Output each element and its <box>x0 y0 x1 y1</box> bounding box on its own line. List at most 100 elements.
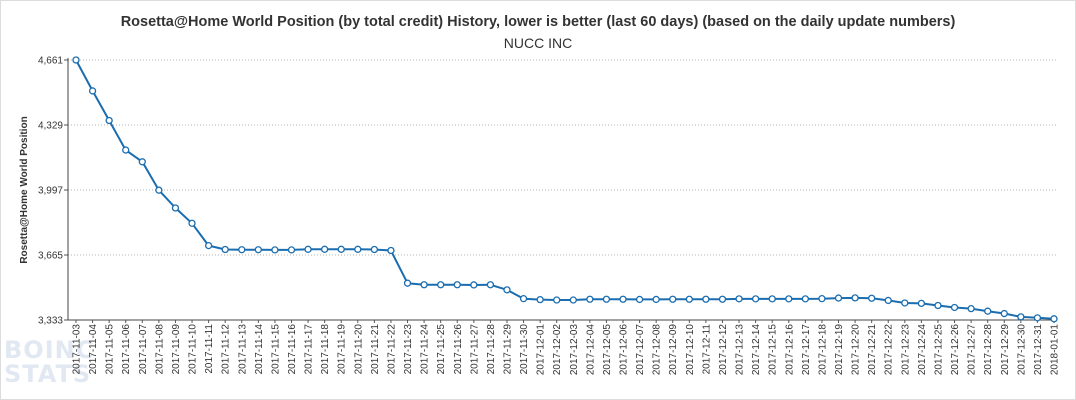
x-tick-label: 2017-12-01 <box>536 324 547 376</box>
data-point <box>751 295 760 303</box>
x-tick-label: 2017-11-25 <box>436 324 447 375</box>
data-point <box>204 241 213 250</box>
x-tick-label: 2017-12-28 <box>983 324 994 376</box>
data-point <box>934 301 942 310</box>
data-point <box>403 279 412 287</box>
data-point <box>553 296 561 304</box>
data-point <box>735 295 743 303</box>
data-point <box>486 281 495 289</box>
data-point <box>884 296 892 305</box>
x-tick-label: 2017-12-20 <box>851 324 862 376</box>
x-tick-labels: 2017-11-03 2017-11-04 2017-11-05 2017-11-06… <box>72 324 1061 376</box>
data-point <box>669 295 677 303</box>
x-tick-label: 2017-12-09 <box>668 324 679 376</box>
x-tick-label: 2017-11-26 <box>453 324 464 375</box>
data-point <box>188 219 196 227</box>
y-tick-label: 3,665 <box>38 251 63 262</box>
grid-lines <box>68 59 1057 256</box>
series-polyline <box>75 59 1055 320</box>
x-tick-label: 2017-12-14 <box>751 324 762 376</box>
data-points <box>72 56 1058 323</box>
x-tick-label: 2017-11-22 <box>386 324 397 375</box>
watermark-line-2: STATS <box>4 360 92 388</box>
x-tick-label: 2017-12-29 <box>1000 324 1011 376</box>
x-tick-label: 2017-12-19 <box>834 324 845 376</box>
data-point <box>437 281 445 289</box>
data-point <box>370 245 379 254</box>
data-point <box>768 295 776 303</box>
x-tick-label: 2017-11-18 <box>320 324 331 375</box>
data-point <box>818 295 826 303</box>
data-point <box>155 186 163 194</box>
data-point <box>519 295 528 303</box>
data-point <box>72 56 80 64</box>
data-point <box>470 281 478 289</box>
chart-subtitle: NUCC INC <box>503 35 573 51</box>
x-tick-label: 2017-11-16 <box>287 324 298 375</box>
x-tick-label: 2017-11-12 <box>221 324 232 375</box>
x-tick-label: 2017-12-30 <box>1016 324 1027 376</box>
y-tick-label: 4,661 <box>38 56 63 67</box>
data-point <box>221 245 229 254</box>
boincstats-watermark-logo: BOINC STATS <box>4 338 94 386</box>
x-tick-label: 2017-11-06 <box>121 324 132 375</box>
y-tick-labels: 4,661 4,329 3,997 3,665 3,333 <box>38 56 63 327</box>
x-tick-label: 2017-11-07 <box>138 324 149 375</box>
y-tick-label: 3,997 <box>38 186 63 197</box>
y-tick-label: 3,333 <box>38 316 63 327</box>
x-tick-label: 2017-11-20 <box>353 324 364 375</box>
x-tick-label: 2018-01-01 <box>1050 324 1061 376</box>
x-tick-label: 2017-12-04 <box>585 324 596 376</box>
x-tick-label: 2017-11-21 <box>370 324 381 375</box>
y-tick-label: 4,329 <box>38 121 63 132</box>
series-line <box>75 59 1055 320</box>
x-tick-label: 2017-12-26 <box>950 324 961 376</box>
data-point <box>950 303 959 312</box>
x-tick-label: 2017-11-05 <box>105 324 116 375</box>
x-tick-label: 2017-12-23 <box>900 324 911 376</box>
data-point <box>652 295 660 304</box>
x-tick-label: 2017-12-16 <box>784 324 795 376</box>
x-tick-label: 2017-12-27 <box>967 324 978 376</box>
x-tick-label: 2017-12-21 <box>867 324 878 376</box>
x-tick-label: 2017-12-15 <box>768 324 779 376</box>
x-tick-label: 2017-12-12 <box>718 324 729 376</box>
x-tick-label: 2017-11-09 <box>171 324 182 375</box>
data-point <box>702 295 710 303</box>
x-tick-label: 2017-11-11 <box>204 324 215 374</box>
x-tick-label: 2017-12-02 <box>552 324 563 376</box>
data-point <box>1033 314 1042 322</box>
data-point <box>1050 315 1058 323</box>
x-tick-label: 2017-11-19 <box>337 324 348 375</box>
data-point <box>868 294 876 302</box>
data-point <box>1000 309 1008 318</box>
x-tick-label: 2017-12-08 <box>652 324 663 376</box>
data-point <box>536 295 544 304</box>
x-tick-label: 2017-11-29 <box>502 324 513 375</box>
data-point <box>503 286 511 294</box>
x-tick-label: 2017-11-30 <box>519 324 530 375</box>
x-tick-label: 2017-11-13 <box>237 324 248 375</box>
data-point <box>984 307 992 315</box>
x-tick-label: 2017-12-25 <box>933 324 944 376</box>
data-point <box>122 146 130 154</box>
x-tick-label: 2017-11-24 <box>420 324 431 375</box>
x-tick-label: 2017-12-06 <box>619 324 630 376</box>
data-point <box>569 296 577 304</box>
data-point <box>801 295 810 303</box>
data-point <box>287 246 296 254</box>
x-tick-label: 2017-12-31 <box>1033 324 1044 376</box>
x-tick-label: 2017-11-14 <box>254 324 265 375</box>
chart-title: Rosetta@Home World Position (by total cr… <box>120 14 956 30</box>
data-point <box>834 294 843 302</box>
x-tick-label: 2017-12-22 <box>884 324 895 376</box>
x-tick-label: 2017-12-17 <box>801 324 812 376</box>
data-point <box>685 295 693 303</box>
x-tick-label: 2017-12-24 <box>917 324 928 376</box>
data-point <box>967 304 975 313</box>
data-point <box>586 295 594 303</box>
x-tick-label: 2017-11-10 <box>188 324 199 375</box>
data-point <box>785 295 793 303</box>
